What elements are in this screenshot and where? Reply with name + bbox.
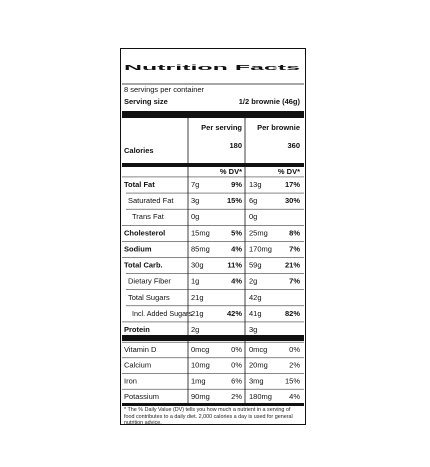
daily-value: 17% — [285, 180, 300, 189]
amount: 1mg — [191, 376, 206, 385]
serving-size-label: Serving size — [124, 97, 168, 106]
nutrient-name: Potassium — [124, 392, 159, 401]
daily-value: 2% — [231, 392, 242, 401]
daily-value: 4% — [231, 277, 242, 286]
daily-value: 0% — [231, 345, 242, 354]
medium-bar — [122, 403, 304, 406]
amount: 0g — [191, 212, 199, 221]
daily-value: 11% — [227, 261, 242, 270]
nutrient-name: Total Sugars — [128, 293, 170, 302]
amount: 20mg — [249, 361, 268, 370]
amount: 2g — [249, 277, 257, 286]
daily-value: 0% — [289, 345, 300, 354]
daily-value: 7% — [289, 244, 300, 253]
servings: 8 servings per container — [124, 85, 205, 94]
amount: 180mg — [249, 392, 272, 401]
daily-value: 0% — [231, 361, 242, 370]
amount: 170mg — [249, 244, 272, 253]
nutrient-name: Incl. Added Sugars — [132, 309, 192, 318]
amount: 21g — [191, 309, 204, 318]
nutrient-rows: Total Fat 7g 9% 13g 17% Saturated Fat 3g 15% 6g 3… — [122, 176, 304, 401]
nutrient-name: Cholesterol — [124, 228, 165, 237]
amount: 3mg — [249, 376, 264, 385]
daily-value: 42% — [227, 309, 242, 318]
nutrient-name: Saturated Fat — [128, 196, 174, 205]
daily-value: 9% — [231, 180, 242, 189]
amount: 1g — [191, 277, 199, 286]
nutrient-name: Vitamin D — [124, 345, 157, 354]
amount: 41g — [249, 309, 262, 318]
thick-bar — [122, 111, 304, 118]
amount: 7g — [191, 180, 199, 189]
daily-value: 5% — [231, 228, 242, 237]
daily-value: 8% — [289, 228, 300, 237]
daily-value: 82% — [285, 309, 300, 318]
amount: 10mg — [191, 361, 210, 370]
nutrient-name: Dietary Fiber — [128, 277, 171, 286]
amount: 3g — [249, 325, 257, 334]
nutrient-name: Trans Fat — [132, 212, 165, 221]
amount: 42g — [249, 293, 262, 302]
thick-bar — [122, 335, 304, 341]
column-header: Per serving — [201, 123, 242, 132]
daily-value: 4% — [289, 392, 300, 401]
amount: 3g — [191, 196, 199, 205]
amount: 2g — [191, 325, 199, 334]
nutrient-name: Calcium — [124, 361, 151, 370]
daily-value: 15% — [285, 376, 300, 385]
nutrient-name: Iron — [124, 376, 137, 385]
amount: 0mcg — [249, 345, 267, 354]
amount: 21g — [191, 293, 204, 302]
daily-value: 7% — [289, 277, 300, 286]
daily-value: 6% — [231, 376, 242, 385]
nutrient-name: Total Carb. — [124, 261, 163, 270]
amount: 15mg — [191, 228, 210, 237]
nutrient-name: Protein — [124, 325, 150, 334]
daily-value: 15% — [227, 196, 242, 205]
nutrient-name: Total Fat — [124, 180, 155, 189]
calories-label: Calories — [124, 146, 154, 155]
amount: 6g — [249, 196, 257, 205]
amount: 0g — [249, 212, 257, 221]
amount: 85mg — [191, 244, 210, 253]
footnote: * The % Daily Value (DV) tells you how m… — [124, 407, 293, 427]
title: Nutrition Facts — [124, 63, 300, 72]
calories-value: 360 — [287, 141, 300, 150]
amount: 25mg — [249, 228, 268, 237]
calories-value: 180 — [229, 141, 242, 150]
amount: 0mcg — [191, 345, 209, 354]
medium-bar — [122, 163, 304, 167]
daily-value: 2% — [289, 361, 300, 370]
dv-header: % DV* — [278, 167, 300, 176]
daily-value: 30% — [285, 196, 300, 205]
amount: 59g — [249, 261, 262, 270]
nutrient-name: Sodium — [124, 244, 152, 253]
amount: 30g — [191, 261, 204, 270]
daily-value: 21% — [285, 261, 300, 270]
daily-value: 4% — [231, 244, 242, 253]
column-header: Per brownie — [257, 123, 300, 132]
serving-size-value: 1/2 brownie (46g) — [239, 97, 301, 106]
dv-header: % DV* — [220, 167, 242, 176]
amount: 13g — [249, 180, 262, 189]
amount: 90mg — [191, 392, 210, 401]
